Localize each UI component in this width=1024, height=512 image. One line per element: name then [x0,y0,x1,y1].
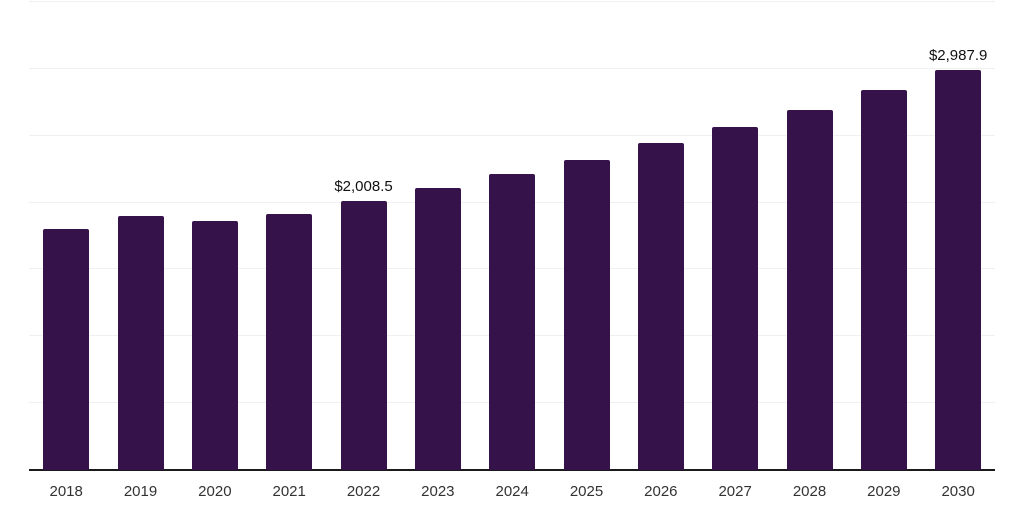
bar-2023 [414,188,461,470]
bar-2022 [340,201,387,470]
x-axis-label-2023: 2023 [421,483,455,500]
x-axis-label-2022: 2022 [346,483,381,500]
bar-2029 [860,89,907,470]
gridline-3000 [29,67,995,69]
x-axis-label-2026: 2026 [644,483,678,500]
data-label-2030: $2,987.9 [928,47,988,65]
bar-2026 [637,143,684,470]
x-axis-label-2025: 2025 [569,483,604,500]
bar-2028 [786,109,833,470]
x-axis-label-2024: 2024 [495,483,529,500]
bar-2027 [712,126,759,470]
x-axis-label-2030: 2030 [941,483,975,500]
bar-2021 [266,214,313,470]
x-axis-label-2027: 2027 [718,483,752,500]
plot-area: $2,008.5 $2,987.9 [29,1,995,471]
x-axis-label-2020: 2020 [198,483,232,500]
bar-2030 [935,70,982,470]
x-axis-label-2019: 2019 [123,483,158,500]
bar-2024 [489,174,536,470]
x-axis-label-2018: 2018 [49,483,83,500]
bar-2019 [117,215,164,470]
bar-2025 [563,159,610,470]
x-axis-label-2029: 2029 [867,483,901,500]
data-label-2022: $2,008.5 [334,178,393,196]
gridline-3500 [29,1,995,2]
x-axis-label-2021: 2021 [272,483,306,500]
bar-2018 [43,228,90,470]
x-axis-label-2028: 2028 [792,483,827,500]
gridline-2500 [29,134,995,136]
bar-2020 [191,220,238,470]
x-axis-line [29,469,995,471]
